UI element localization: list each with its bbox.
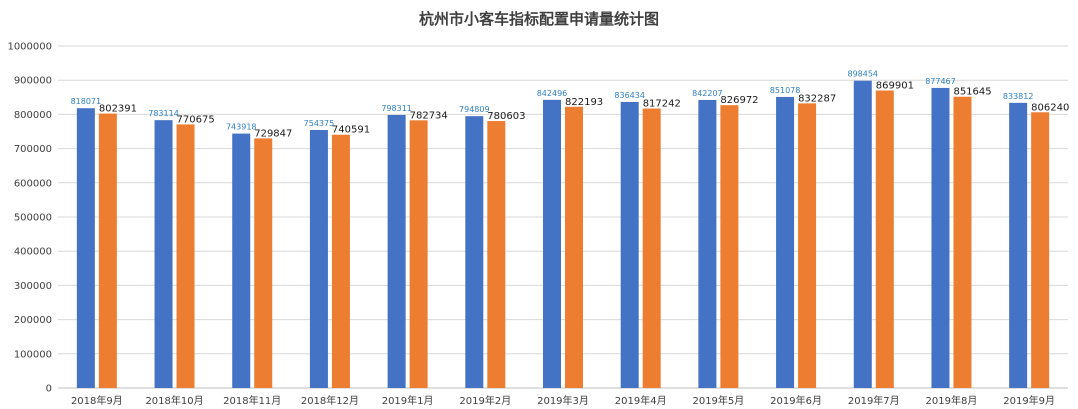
x-tick-label: 2019年6月 <box>770 394 822 407</box>
data-label: 794809 <box>459 105 490 114</box>
bar-series-b <box>176 124 195 389</box>
data-label: 898454 <box>847 70 878 79</box>
data-label: 826972 <box>720 95 758 106</box>
data-label: 740591 <box>332 125 370 136</box>
data-label: 877467 <box>925 77 956 86</box>
data-label: 832287 <box>798 93 836 104</box>
x-tick-label: 2019年4月 <box>615 394 667 407</box>
data-label: 836434 <box>614 91 645 100</box>
x-tick-label: 2019年3月 <box>537 394 589 407</box>
bar-series-b <box>1031 112 1050 388</box>
data-label: 783114 <box>148 109 179 118</box>
data-label: 780603 <box>487 111 525 122</box>
y-tick-label: 300000 <box>14 281 52 292</box>
data-label: 869901 <box>876 80 914 91</box>
x-tick-label: 2019年2月 <box>459 394 511 407</box>
bar-series-a <box>154 120 173 388</box>
data-label: 818071 <box>71 97 102 106</box>
bar-series-a <box>931 87 950 389</box>
bar-series-a <box>309 130 328 388</box>
data-label: 817242 <box>643 99 681 110</box>
bar-series-a <box>387 114 406 389</box>
bar-series-b <box>565 106 583 388</box>
bar-series-a <box>853 80 872 388</box>
bar-series-a <box>1009 102 1028 388</box>
bar-series-b <box>642 108 661 388</box>
x-tick-label: 2019年7月 <box>848 394 900 407</box>
y-tick-label: 700000 <box>14 144 52 155</box>
x-tick-label: 2018年12月 <box>301 394 359 407</box>
bar-series-a <box>620 101 639 388</box>
data-label: 770675 <box>177 114 215 125</box>
y-tick-label: 100000 <box>14 349 52 360</box>
x-tick-label: 2019年5月 <box>692 394 744 407</box>
x-tick-label: 2018年10月 <box>145 394 203 407</box>
data-label: 798311 <box>381 104 412 113</box>
data-label: 851078 <box>770 86 801 95</box>
bar-series-a <box>776 96 795 388</box>
bar-series-a <box>465 116 484 388</box>
y-tick-label: 800000 <box>14 110 52 121</box>
data-label: 802391 <box>99 104 137 115</box>
bar-series-b <box>254 138 273 388</box>
bar-series-b <box>875 90 894 388</box>
y-tick-label: 500000 <box>14 213 52 224</box>
data-label: 782734 <box>410 110 448 121</box>
y-tick-label: 0 <box>46 384 52 395</box>
y-tick-label: 1000000 <box>7 42 52 53</box>
y-tick-label: 400000 <box>14 247 52 258</box>
chart-title: 杭州市小客车指标配置申请量统计图 <box>418 10 659 28</box>
x-tick-label: 2019年1月 <box>382 394 434 407</box>
bar-series-a <box>543 99 561 389</box>
data-label: 822193 <box>565 97 603 108</box>
y-tick-label: 200000 <box>14 315 52 326</box>
data-label: 851645 <box>953 87 991 98</box>
bar-series-a <box>698 99 717 388</box>
data-label: 833812 <box>1003 92 1034 101</box>
bar-series-a <box>232 133 251 388</box>
x-tick-label: 2019年9月 <box>1003 394 1055 407</box>
x-tick-label: 2018年9月 <box>71 394 123 407</box>
data-label: 729847 <box>254 128 292 139</box>
y-tick-label: 900000 <box>14 76 52 87</box>
data-label: 743918 <box>226 123 257 132</box>
data-label: 842496 <box>537 89 568 98</box>
bar-series-b <box>487 121 506 388</box>
data-label: 842207 <box>692 89 723 98</box>
bar-series-a <box>76 108 95 388</box>
bar-series-b <box>953 96 972 388</box>
data-label: 806240 <box>1031 102 1069 113</box>
x-tick-label: 2018年11月 <box>223 394 281 407</box>
x-tick-label: 2019年8月 <box>926 394 978 407</box>
bar-series-b <box>798 103 817 388</box>
bar-series-b <box>409 120 428 389</box>
bar-series-b <box>720 105 739 389</box>
bar-series-b <box>331 134 350 388</box>
data-label: 754375 <box>304 119 335 128</box>
bar-series-b <box>98 113 117 388</box>
y-tick-label: 600000 <box>14 178 52 189</box>
